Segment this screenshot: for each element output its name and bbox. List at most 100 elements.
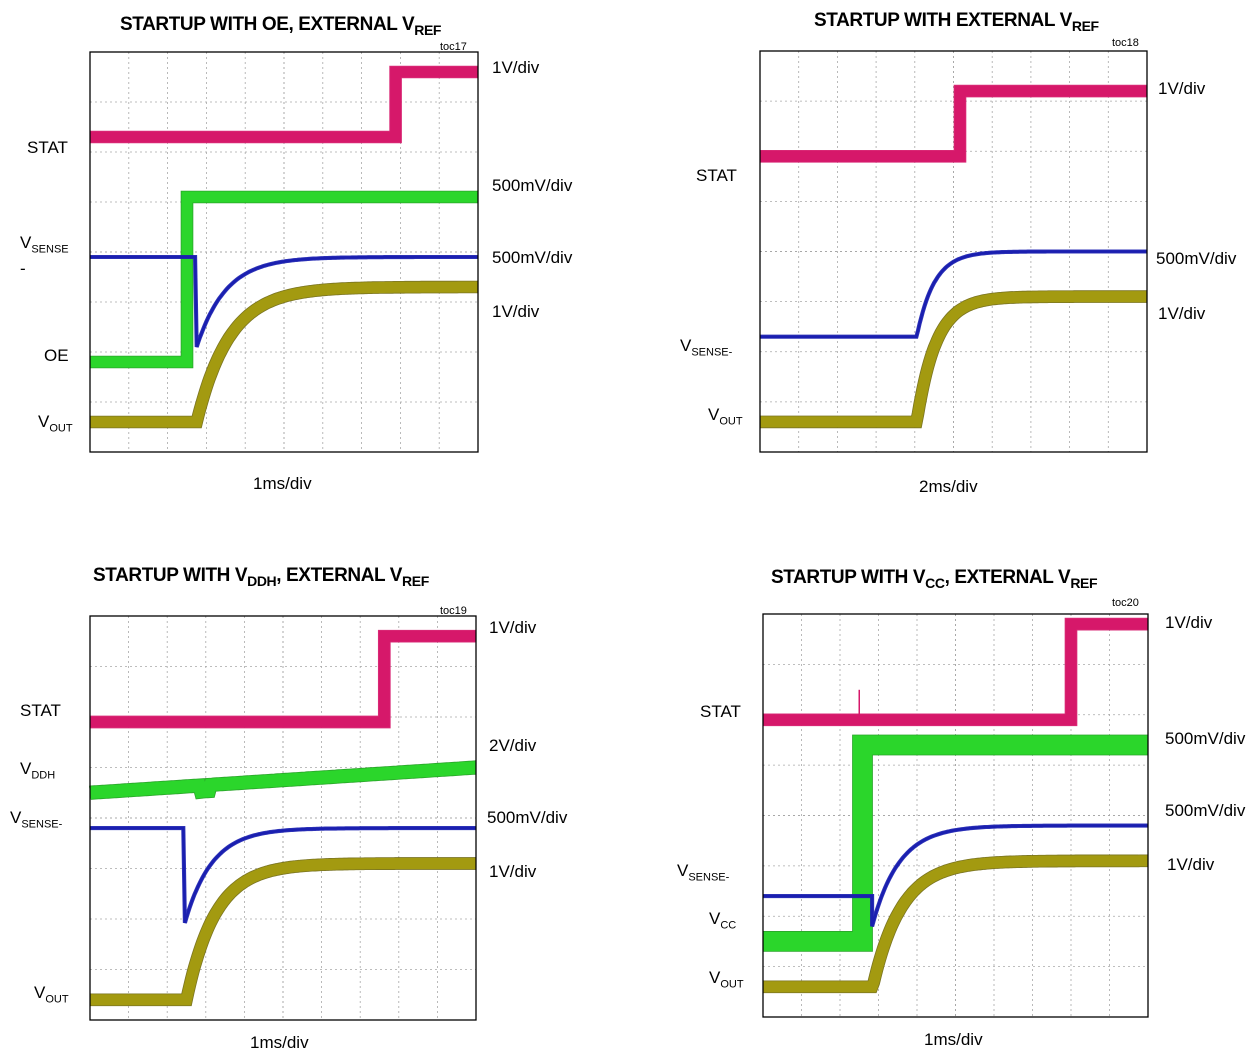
figure-title: STARTUP WITH OE, EXTERNAL VREF [120,14,441,38]
channel-label-stat: STAT [27,138,68,158]
scale-label: 1V/div [1165,613,1213,632]
toc-number: toc20 [1112,597,1139,609]
channel-label-vsense: VSENSE- [680,336,732,358]
channel-label-main: V [38,412,50,431]
channel-label-main: STAT [696,166,737,185]
scale-label: 1V/div [1167,855,1215,874]
scale-label: 1V/div [489,618,537,637]
figure-title: STARTUP WITH VCC, EXTERNAL VREF [771,567,1098,591]
x-axis-label: 1ms/div [924,1030,983,1049]
oscilloscope-plot [89,51,479,453]
title-text: STARTUP WITH V [93,565,248,586]
channel-label-vddh: VDDH [20,759,55,781]
channel-label-main: V [709,909,721,928]
channel-label-vout: VOUT [708,405,743,427]
trace-stat [90,630,476,728]
scope-figure-toc17: STARTUP WITH OE, EXTERNAL VREF toc17 STA… [0,0,627,525]
plot-frame [89,51,479,453]
channel-label-vsense: VSENSE- [10,808,62,830]
channel-label-subscript: CC [720,919,737,932]
channel-label-stat: STAT [696,166,737,186]
title-text: STARTUP WITH OE, EXTERNAL V [120,14,415,35]
trace-vsense [763,824,1148,927]
channel-label-main: V [708,405,720,424]
channel-label-main: STAT [20,701,61,720]
channel-label-subscript: SENSE- [688,871,730,884]
scale-label: 1V/div [492,302,540,321]
channel-label-subscript: OUT [719,415,743,428]
channel-label-vout: VOUT [709,968,744,990]
trace-stat [90,66,478,143]
channel-label-subscript: SENSE- [691,346,733,359]
plot-frame [762,613,1149,1018]
scale-label: 500mV/div [487,808,568,827]
channel-label-main: V [34,983,46,1002]
channel-label-main: V [709,968,721,987]
scale-label: 500mV/div [492,248,573,267]
figure-title: STARTUP WITH VDDH, EXTERNAL VREF [93,565,429,589]
trace-vsense [90,826,476,924]
channel-label-main: V [10,808,22,827]
title-subscript: REF [1070,574,1098,591]
scale-label: 500mV/div [1165,801,1246,820]
scale-label: 1V/div [492,58,540,77]
scale-label: 500mV/div [1156,249,1237,268]
trace-vout [90,281,478,428]
trace-vout [760,291,1147,428]
channel-label-stat: STAT [700,702,741,722]
channel-label-subscript: OUT [45,993,69,1006]
title-text: STARTUP WITH V [771,567,926,588]
plot-frame [89,615,477,1021]
scale-label: 500mV/div [492,176,573,195]
channel-label-oe: OE [44,346,69,366]
trace-stat-outline [90,629,476,729]
channel-label-subscript: OUT [49,422,73,435]
plot-frame [759,50,1148,453]
channel-label-main: V [20,233,32,252]
channel-label-subscript: SENSE [31,243,69,256]
scale-label: 500mV/div [1165,729,1246,748]
title-subscript: REF [402,572,429,589]
channel-label-stat: STAT [20,701,61,721]
oscilloscope-plot [762,613,1149,1018]
title-text: , EXTERNAL V [276,565,403,586]
channel-label-subscript: OUT [720,978,744,991]
channel-label-vsense: VSENSE- [677,861,729,883]
channel-label-vout: VOUT [34,983,69,1005]
scope-figure-toc20: STARTUP WITH VCC, EXTERNAL VREF toc20 ST… [627,525,1255,1053]
scale-label: 1V/div [489,862,537,881]
x-axis-label: 1ms/div [253,474,312,493]
channel-label-subscript: SENSE- [21,818,63,831]
trace-vcc [763,735,1148,951]
title-text: , EXTERNAL V [944,567,1071,588]
channel-label-subscript: DDH [31,769,56,782]
x-axis-label: 2ms/div [919,477,978,496]
channel-label-main: V [680,336,692,355]
x-axis-label: 1ms/div [250,1033,309,1052]
scale-label: 1V/div [1158,304,1206,323]
trace-vout [90,857,476,1006]
channel-label-main: V [20,759,32,778]
title-subscript: CC [925,574,945,591]
toc-number: toc18 [1112,37,1139,49]
scale-label: 2V/div [489,736,537,755]
channel-label-vout: VOUT [38,412,73,434]
trace-oe [90,191,478,368]
channel-label-vcc: VCC [709,909,736,931]
channel-label-main: OE [44,346,69,365]
title-subscript: REF [414,21,442,38]
title-text: STARTUP WITH EXTERNAL V [814,10,1072,31]
oscilloscope-plot [759,50,1148,453]
channel-label-main: STAT [27,138,68,157]
trace-vout [763,855,1148,993]
toc-number: toc19 [440,605,467,617]
scale-label: 1V/div [1158,79,1206,98]
channel-label-suffix: - [20,259,26,279]
trace-stat [763,618,1148,726]
title-subscript: DDH [247,572,277,589]
channel-label-main: STAT [700,702,741,721]
channel-label-main: V [677,861,689,880]
trace-vddh [89,761,477,800]
title-subscript: REF [1071,17,1099,34]
channel-label-vsense: VSENSE - [20,233,69,278]
